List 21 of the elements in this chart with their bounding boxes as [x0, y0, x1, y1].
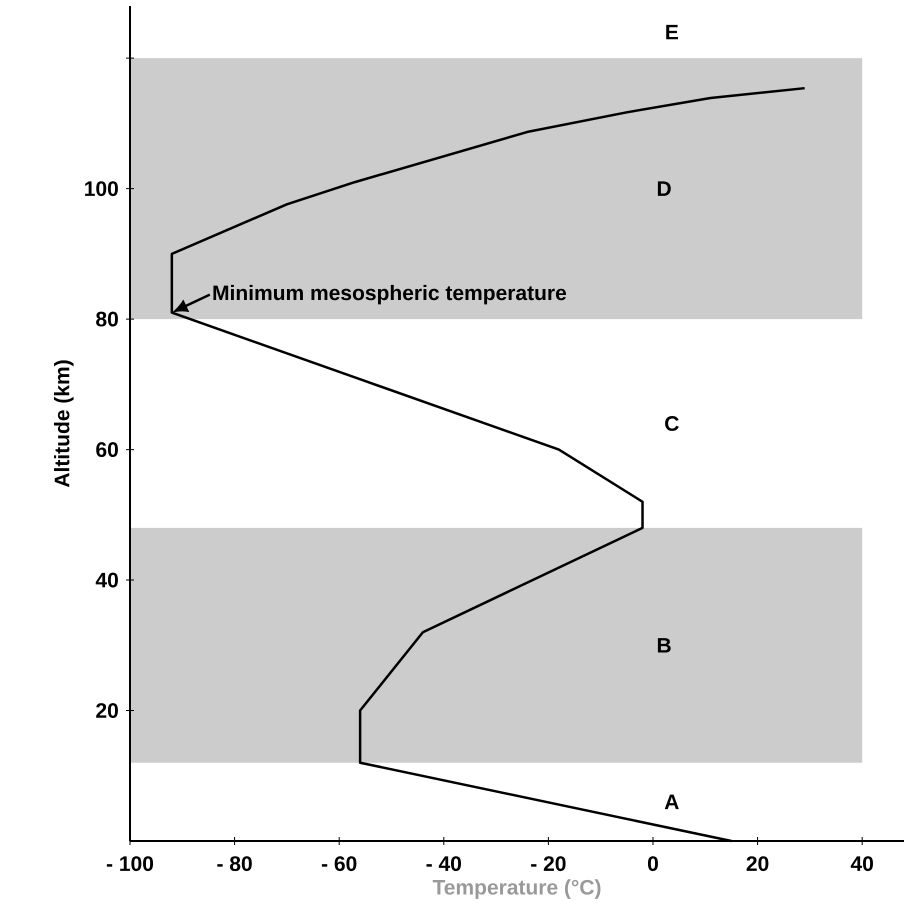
x-tick-label: - 40 — [426, 856, 462, 872]
annotation: C — [665, 416, 679, 431]
y-tick-label: 100 — [85, 181, 118, 196]
annotation: A — [664, 794, 679, 810]
annotation: E — [666, 24, 678, 40]
annotation: Minimum mesospheric temperature — [213, 284, 566, 304]
x-tick-label: 20 — [746, 856, 768, 872]
x-tick-label: - 20 — [531, 856, 566, 872]
x-tick-label: 0 — [648, 856, 658, 872]
y-tick-label: 60 — [96, 442, 118, 458]
y-tick-label: 40 — [96, 572, 118, 588]
y-axis-title: Altitude (km) — [54, 360, 74, 488]
x-axis-title: Temperature (°C) — [432, 879, 600, 899]
x-tick-label: - 60 — [322, 856, 356, 872]
x-tick-label: - 100 — [106, 856, 154, 872]
band-label: B — [658, 638, 671, 653]
y-tick-label: 80 — [96, 312, 118, 327]
x-tick-label: - 80 — [217, 856, 252, 872]
y-tick-label: 20 — [96, 703, 118, 718]
x-tick-label: 40 — [850, 856, 873, 872]
band-label: D — [658, 181, 671, 196]
